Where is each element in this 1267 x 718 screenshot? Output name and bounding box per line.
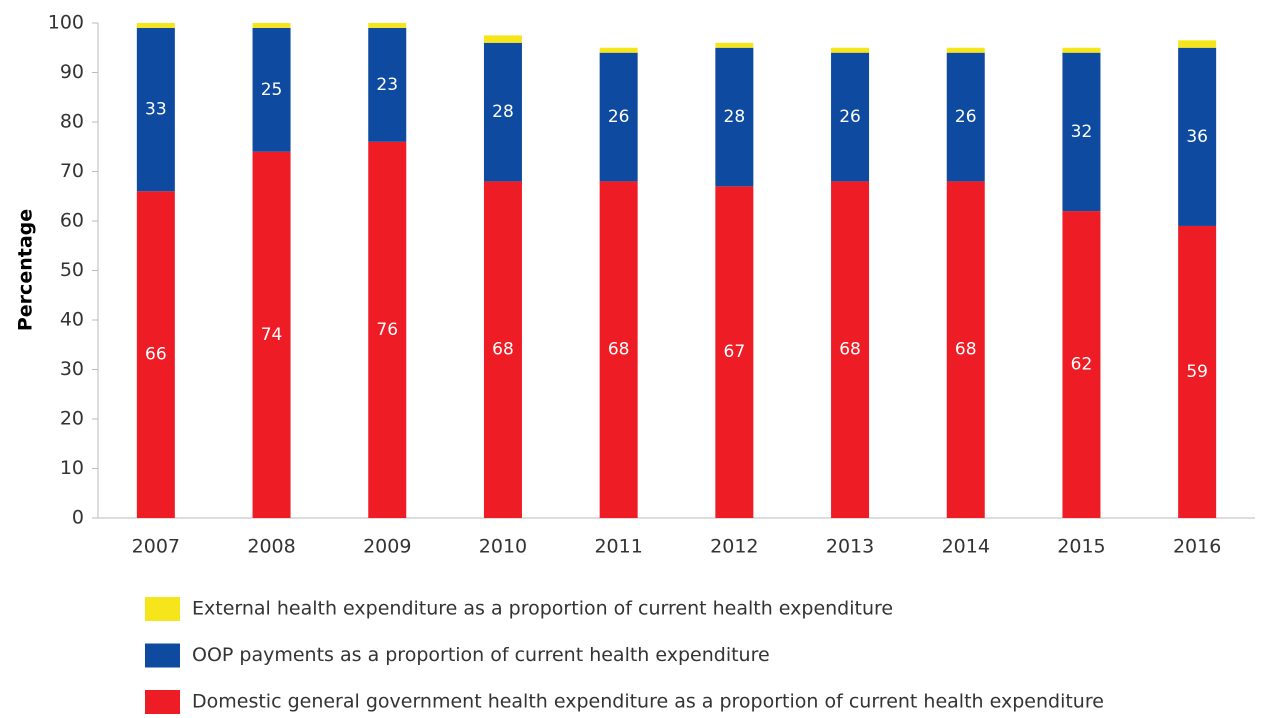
- value-label: 26: [955, 107, 977, 127]
- x-tick-label: 2011: [594, 536, 642, 558]
- value-label: 76: [376, 320, 398, 340]
- bar-segment: [715, 186, 754, 518]
- bar-segment: [1178, 40, 1217, 48]
- bar-segment: [368, 23, 407, 28]
- value-label: 68: [955, 340, 977, 360]
- y-tick-label: 0: [72, 507, 84, 529]
- bar-segment: [599, 52, 638, 182]
- value-label: 67: [724, 342, 746, 362]
- bar-segment: [136, 191, 175, 519]
- value-label: 26: [608, 107, 630, 127]
- value-label: 62: [1071, 355, 1093, 375]
- value-label: 25: [261, 80, 283, 100]
- value-label: 68: [839, 340, 861, 360]
- bar-segment: [715, 42, 754, 48]
- value-label: 26: [839, 107, 861, 127]
- bar-segment: [946, 52, 985, 182]
- value-label: 68: [492, 340, 514, 360]
- x-tick-label: 2016: [1173, 536, 1221, 558]
- legend-swatch: [145, 690, 180, 714]
- bar-segment: [252, 151, 291, 518]
- bar-segment: [368, 27, 407, 142]
- bar-segment: [831, 52, 870, 182]
- x-tick-label: 2009: [363, 536, 411, 558]
- y-axis-title: Percentage: [15, 209, 37, 331]
- bar-segment: [1178, 225, 1217, 518]
- x-tick-label: 2013: [826, 536, 874, 558]
- value-label: 32: [1071, 122, 1093, 142]
- bar-segment: [136, 27, 175, 192]
- bar-segment: [252, 27, 291, 152]
- x-tick-label: 2012: [710, 536, 758, 558]
- bar-segment: [483, 181, 522, 518]
- bar-segment: [946, 181, 985, 518]
- y-tick-label: 10: [60, 457, 84, 479]
- y-tick-label: 20: [60, 408, 84, 430]
- bar-segment: [599, 181, 638, 518]
- bar-segment: [599, 47, 638, 53]
- bar-segment: [1062, 52, 1101, 212]
- value-label: 74: [261, 325, 283, 345]
- value-label: 28: [492, 102, 514, 122]
- value-label: 33: [145, 100, 167, 120]
- bar-segment: [1062, 47, 1101, 53]
- y-tick-label: 40: [60, 309, 84, 331]
- y-tick-label: 50: [60, 259, 84, 281]
- bar-segment: [946, 47, 985, 53]
- value-label: 28: [724, 107, 746, 127]
- bar-segment: [252, 23, 291, 28]
- x-tick-label: 2014: [942, 536, 990, 558]
- value-label: 68: [608, 340, 630, 360]
- y-tick-label: 60: [60, 210, 84, 232]
- bar-segment: [136, 23, 175, 28]
- legend-swatch: [145, 643, 180, 668]
- bar-segment: [483, 42, 522, 182]
- value-label: 59: [1186, 362, 1208, 382]
- y-tick-label: 90: [60, 61, 84, 83]
- y-tick-label: 70: [60, 160, 84, 182]
- bar-segment: [831, 47, 870, 53]
- bar-segment: [715, 47, 754, 187]
- y-tick-label: 100: [48, 12, 84, 34]
- legend-swatch: [145, 597, 180, 621]
- value-label: 36: [1186, 127, 1208, 147]
- y-tick-label: 80: [60, 111, 84, 133]
- legend-label: OOP payments as a proportion of current …: [192, 644, 770, 666]
- bar-segment: [1062, 211, 1101, 518]
- x-tick-label: 2010: [479, 536, 527, 558]
- y-tick-label: 30: [60, 358, 84, 380]
- bar-segment: [831, 181, 870, 518]
- legend-label: External health expenditure as a proport…: [192, 598, 893, 620]
- bar-segment: [368, 141, 407, 519]
- value-label: 66: [145, 345, 167, 365]
- bar-segment: [1178, 47, 1217, 226]
- bar-segment: [483, 35, 522, 43]
- legend-label: Domestic general government health expen…: [192, 691, 1104, 713]
- x-tick-label: 2007: [132, 536, 180, 558]
- x-tick-label: 2008: [247, 536, 295, 558]
- value-label: 23: [376, 75, 398, 95]
- x-tick-label: 2015: [1057, 536, 1105, 558]
